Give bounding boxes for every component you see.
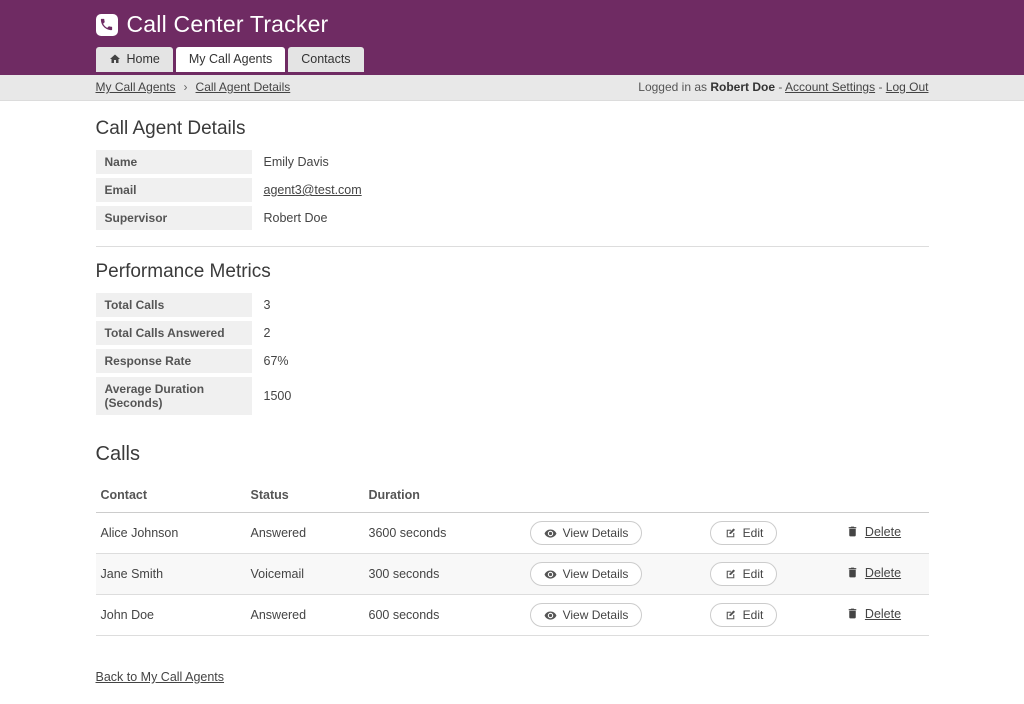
table-row: Jane Smith Voicemail 300 seconds View De… xyxy=(95,553,929,595)
tab-home-label: Home xyxy=(126,52,160,66)
edit-button[interactable]: Edit xyxy=(709,562,778,586)
tab-my-call-agents[interactable]: My Call Agents xyxy=(175,47,286,72)
metric-label: Response Rate xyxy=(95,349,252,373)
tab-my-call-agents-label: My Call Agents xyxy=(188,52,273,66)
breadcrumb: My Call Agents › Call Agent Details xyxy=(96,80,291,94)
breadcrumb-my-call-agents[interactable]: My Call Agents xyxy=(95,80,176,94)
trash-icon xyxy=(848,526,857,537)
eye-icon xyxy=(544,569,557,579)
brand: Call Center Tracker xyxy=(95,0,929,38)
user-info: Logged in as Robert Doe - Account Settin… xyxy=(638,80,928,94)
tab-contacts-label: Contacts xyxy=(301,52,351,66)
field-label: Email xyxy=(95,178,252,202)
performance-metrics-heading: Performance Metrics xyxy=(95,261,271,282)
metric-row-total-calls: Total Calls 3 xyxy=(95,293,929,317)
page-title: Call Agent Details xyxy=(95,118,246,139)
metric-row-avg-duration: Average Duration (Seconds) 1500 xyxy=(95,377,929,415)
trash-icon xyxy=(848,608,857,619)
pencil-square-icon xyxy=(726,610,735,619)
performance-metrics-block: Total Calls 3 Total Calls Answered 2 Res… xyxy=(95,293,929,415)
eye-icon xyxy=(544,528,557,538)
field-row-name: Name Emily Davis xyxy=(95,150,929,174)
section-divider xyxy=(95,246,929,247)
table-row: Alice Johnson Answered 3600 seconds View… xyxy=(95,512,929,554)
field-label: Name xyxy=(95,150,252,174)
user-bar-sep: - xyxy=(778,80,783,94)
edit-button[interactable]: Edit xyxy=(709,521,778,545)
log-out-link[interactable]: Log Out xyxy=(885,80,929,94)
metric-row-total-answered: Total Calls Answered 2 xyxy=(95,321,929,345)
tab-home[interactable]: Home xyxy=(95,47,173,72)
metric-label: Total Calls Answered xyxy=(95,321,252,345)
column-header-contact: Contact xyxy=(95,480,246,513)
view-details-button[interactable]: View Details xyxy=(529,521,643,545)
field-value: Emily Davis xyxy=(263,155,329,169)
home-icon xyxy=(109,54,120,63)
cell-duration: 300 seconds xyxy=(363,553,504,595)
app-title: Call Center Tracker xyxy=(126,11,329,37)
cell-status: Answered xyxy=(245,594,364,636)
view-details-button[interactable]: View Details xyxy=(529,603,643,627)
main-nav: Home My Call Agents Contacts xyxy=(95,47,929,72)
metric-value: 2 xyxy=(263,326,271,340)
field-value: Robert Doe xyxy=(263,211,328,225)
cell-status: Voicemail xyxy=(245,553,364,595)
metric-value: 3 xyxy=(263,298,271,312)
back-to-my-call-agents-link[interactable]: Back to My Call Agents xyxy=(95,670,225,684)
delete-link[interactable]: Delete xyxy=(846,566,901,580)
edit-button[interactable]: Edit xyxy=(709,603,778,627)
account-settings-link[interactable]: Account Settings xyxy=(785,80,876,94)
column-header-status: Status xyxy=(245,480,364,513)
cell-contact: Alice Johnson xyxy=(95,512,246,554)
view-details-button[interactable]: View Details xyxy=(529,562,643,586)
delete-link[interactable]: Delete xyxy=(846,525,901,539)
field-row-supervisor: Supervisor Robert Doe xyxy=(95,206,929,230)
cell-status: Answered xyxy=(245,512,364,554)
tab-contacts[interactable]: Contacts xyxy=(288,47,364,72)
pencil-square-icon xyxy=(726,528,735,537)
breadcrumb-call-agent-details[interactable]: Call Agent Details xyxy=(195,80,291,94)
top-bar: My Call Agents › Call Agent Details Logg… xyxy=(0,75,1024,101)
calls-table-header-row: Contact Status Duration xyxy=(95,480,929,513)
agent-details-block: Name Emily Davis Email agent3@test.com S… xyxy=(95,150,929,230)
metric-value: 1500 xyxy=(263,389,292,403)
column-header-duration: Duration xyxy=(363,480,504,513)
cell-contact: Jane Smith xyxy=(95,553,246,595)
field-label: Supervisor xyxy=(95,206,252,230)
breadcrumb-separator: › xyxy=(183,80,188,94)
cell-duration: 3600 seconds xyxy=(363,512,504,554)
logged-in-prefix: Logged in as xyxy=(638,80,708,94)
cell-contact: John Doe xyxy=(95,594,246,636)
trash-icon xyxy=(848,567,857,578)
metric-label: Average Duration (Seconds) xyxy=(95,377,252,415)
user-bar-sep2: - xyxy=(878,80,883,94)
phone-square-icon xyxy=(95,13,118,36)
calls-table: Contact Status Duration Alice Johnson An… xyxy=(95,480,929,636)
agent-email-link[interactable]: agent3@test.com xyxy=(263,183,362,197)
logged-in-username: Robert Doe xyxy=(710,80,776,94)
eye-icon xyxy=(544,610,557,620)
field-row-email: Email agent3@test.com xyxy=(95,178,929,202)
calls-heading: Calls xyxy=(95,443,140,465)
app-header: Call Center Tracker Home My Call Agents … xyxy=(0,0,1024,75)
delete-link[interactable]: Delete xyxy=(846,607,901,621)
metric-value: 67% xyxy=(263,354,289,368)
cell-duration: 600 seconds xyxy=(363,594,504,636)
pencil-square-icon xyxy=(726,569,735,578)
main-content: Call Agent Details Name Emily Davis Emai… xyxy=(95,101,929,704)
metric-label: Total Calls xyxy=(95,293,252,317)
metric-row-response-rate: Response Rate 67% xyxy=(95,349,929,373)
table-row: John Doe Answered 600 seconds View Detai… xyxy=(95,594,929,636)
